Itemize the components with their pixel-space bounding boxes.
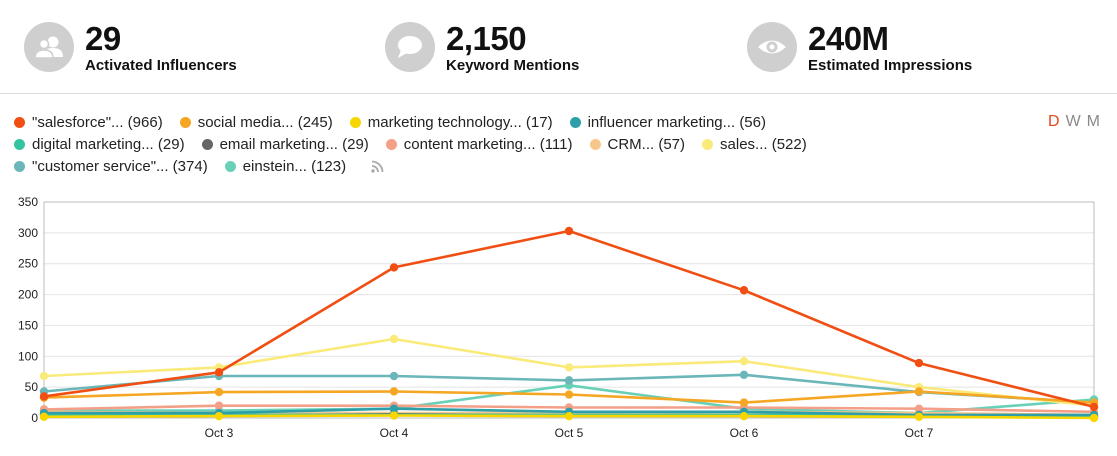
data-point	[389, 411, 399, 420]
line-chart: 0 50 100 150 200 250 300 350 Oct 3 Oct 4 Oct 5 Oct …	[18, 195, 1099, 440]
stat-value: 240M	[808, 20, 889, 57]
data-point	[214, 368, 224, 377]
legend-label: einstein... (123)	[242, 158, 347, 175]
legend-dot	[349, 117, 361, 128]
data-point	[39, 371, 49, 381]
legend-dot	[201, 139, 213, 150]
x-tick-label: Oct 3	[205, 426, 234, 440]
stats-bar: 29 Activated Influencers 2,150 Keyword M…	[0, 0, 1117, 94]
legend-item[interactable]: content marketing... (111)	[385, 134, 573, 155]
y-tick-label: 150	[18, 318, 38, 332]
data-point	[564, 226, 574, 236]
legend-label: marketing technology... (17)	[367, 114, 553, 131]
chart-legend: "salesforce"... (966) social media... (24…	[14, 112, 1024, 178]
y-tick-label: 300	[18, 226, 38, 240]
range-day-button[interactable]: D	[1048, 113, 1060, 130]
stat-label: Activated Influencers	[85, 57, 237, 74]
legend-dot	[385, 139, 397, 150]
stat-value: 29	[85, 20, 121, 57]
data-point	[564, 390, 574, 399]
data-point	[389, 263, 399, 272]
data-point	[389, 387, 399, 396]
legend-dot	[179, 117, 191, 128]
speech-bubble-icon	[385, 22, 435, 72]
data-point	[214, 387, 224, 397]
legend-label: content marketing... (111)	[403, 136, 573, 153]
legend-item[interactable]: "customer service"... (374)	[14, 156, 208, 177]
stat-label: Keyword Mentions	[446, 57, 580, 74]
data-point	[914, 358, 924, 368]
data-point	[914, 404, 924, 413]
legend-item[interactable]: CRM... (57)	[589, 134, 686, 155]
data-point	[389, 334, 399, 344]
range-month-button[interactable]: M	[1086, 113, 1100, 130]
data-point	[564, 376, 574, 385]
data-point	[739, 411, 749, 421]
x-tick-label: Oct 5	[555, 426, 584, 440]
legend-item[interactable]: einstein... (123)	[224, 156, 347, 177]
y-tick-label: 100	[18, 349, 38, 363]
y-tick-label: 50	[25, 380, 39, 394]
legend-label: sales... (522)	[720, 136, 807, 153]
data-point	[564, 363, 574, 372]
legend-item[interactable]: social media... (245)	[179, 112, 333, 133]
eye-icon	[747, 22, 797, 72]
data-point	[389, 371, 399, 381]
legend-label: digital marketing... (29)	[32, 136, 185, 153]
legend-item[interactable]: email marketing... (29)	[201, 134, 369, 155]
data-point	[39, 392, 49, 401]
legend-dot	[14, 161, 25, 172]
users-icon	[24, 22, 74, 72]
data-point	[739, 370, 749, 379]
range-week-button[interactable]: W	[1065, 113, 1081, 130]
legend-dot	[702, 139, 714, 150]
legend-dot	[589, 139, 601, 150]
legend-label: "customer service"... (374)	[32, 158, 208, 175]
data-point	[739, 357, 749, 366]
legend-label: "salesforce"... (966)	[32, 114, 163, 131]
legend-item[interactable]: influencer marketing... (56)	[569, 112, 766, 133]
x-tick-label: Oct 7	[905, 426, 934, 440]
y-tick-label: 200	[18, 288, 38, 302]
data-point	[914, 387, 924, 396]
legend-dot	[569, 117, 581, 128]
legend-item[interactable]: "salesforce"... (966)	[14, 112, 163, 133]
data-point	[39, 412, 49, 421]
data-point	[1089, 413, 1099, 423]
legend-label: social media... (245)	[197, 114, 333, 131]
legend-dot	[224, 161, 236, 172]
y-tick-label: 0	[31, 411, 38, 425]
x-tick-label: Oct 4	[380, 426, 409, 440]
legend-dot	[14, 139, 25, 150]
legend-dot	[14, 117, 25, 128]
data-point	[914, 412, 924, 421]
y-tick-label: 250	[18, 257, 38, 271]
data-point	[564, 411, 574, 421]
rss-icon[interactable]	[371, 158, 384, 179]
stat-value: 2,150	[446, 20, 527, 57]
x-tick-label: Oct 6	[730, 426, 759, 440]
data-point	[739, 286, 749, 295]
legend-item[interactable]: digital marketing... (29)	[14, 134, 185, 155]
y-tick-label: 350	[18, 195, 38, 209]
data-point	[1089, 402, 1099, 412]
data-point	[214, 401, 224, 410]
legend-label: email marketing... (29)	[219, 136, 369, 153]
data-point	[389, 404, 399, 413]
legend-label: influencer marketing... (56)	[587, 114, 766, 131]
legend-item[interactable]: sales... (522)	[702, 134, 807, 155]
stat-label: Estimated Impressions	[808, 57, 973, 74]
data-point	[214, 411, 224, 421]
data-point	[739, 398, 749, 407]
legend-item[interactable]: marketing technology... (17)	[349, 112, 553, 133]
legend-label: CRM... (57)	[607, 136, 686, 153]
